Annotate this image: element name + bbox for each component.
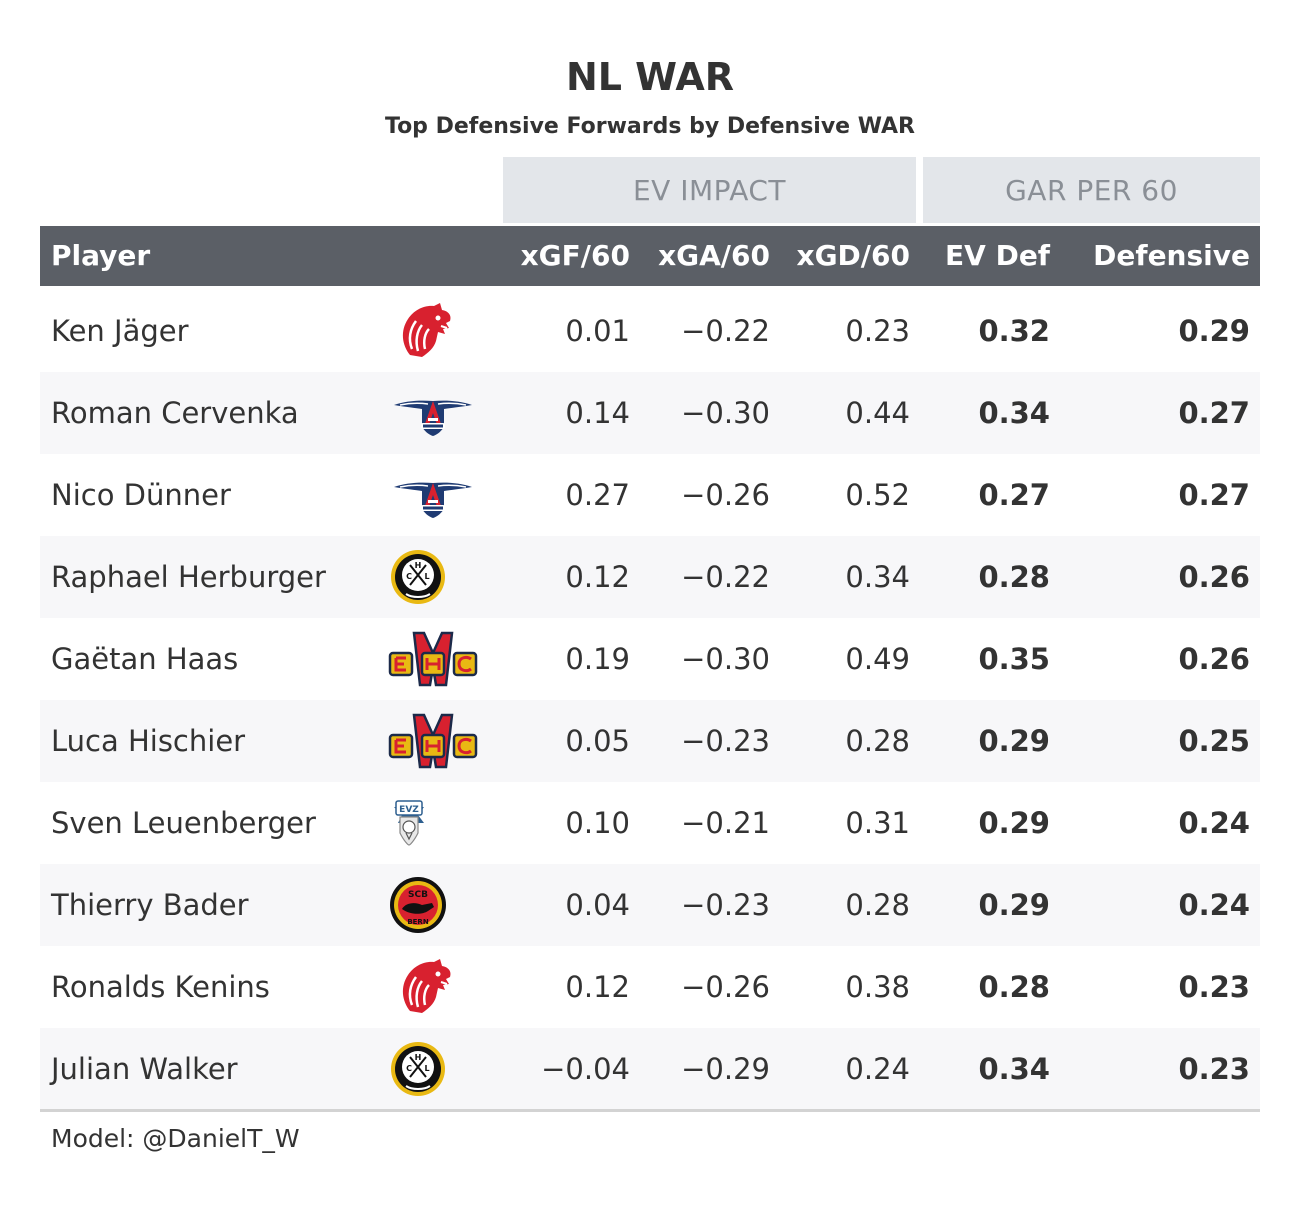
table-row: Luca Hischier 0.05 −0.23 0.28 0.29 0.25: [40, 700, 1260, 782]
xgf-cell: 0.27: [565, 478, 630, 512]
player-name-cell: Sven Leuenberger: [51, 806, 316, 840]
xgd-cell: 0.28: [845, 724, 910, 758]
xgd-cell: 0.23: [845, 314, 910, 348]
xgd-cell: 0.38: [845, 970, 910, 1004]
xgd-cell: 0.31: [845, 806, 910, 840]
defensive-cell: 0.27: [1178, 478, 1250, 512]
source-note: Model: @DanielT_W: [51, 1124, 300, 1153]
ev-def-cell: 0.28: [978, 970, 1050, 1004]
player-name-cell: Luca Hischier: [51, 724, 246, 758]
xga-cell: −0.22: [681, 314, 770, 348]
ev-def-cell: 0.28: [978, 560, 1050, 594]
xgd-cell: 0.52: [845, 478, 910, 512]
ev-zug-logo: [388, 793, 478, 853]
xga-cell: −0.26: [681, 478, 770, 512]
table-row: Ronalds Kenins 0.12 −0.26 0.38 0.28 0.23: [40, 946, 1260, 1028]
ev-def-cell: 0.34: [978, 1052, 1050, 1086]
ehc-biel-logo: [388, 629, 478, 689]
xga-cell: −0.30: [681, 396, 770, 430]
ev-def-cell: 0.29: [978, 888, 1050, 922]
ev-def-cell: 0.29: [978, 806, 1050, 840]
xgf-cell: 0.14: [565, 396, 630, 430]
ev-def-cell: 0.32: [978, 314, 1050, 348]
table-row: Sven Leuenberger 0.10 −0.21 0.31 0.29 0.24: [40, 782, 1260, 864]
table-row: Ken Jäger 0.01 −0.22 0.23 0.32 0.29: [40, 290, 1260, 372]
xgd-cell: 0.49: [845, 642, 910, 676]
spanner-ev-impact: EV IMPACT: [503, 157, 916, 223]
defensive-cell: 0.23: [1178, 970, 1250, 1004]
player-name-cell: Gaëtan Haas: [51, 642, 239, 676]
lausanne-lion-logo: [388, 957, 478, 1017]
player-name-cell: Roman Cervenka: [51, 396, 299, 430]
column-header-player: Player: [51, 239, 151, 272]
player-name-cell: Thierry Bader: [51, 888, 249, 922]
defensive-cell: 0.26: [1178, 642, 1250, 676]
table-bottom-rule: [40, 1109, 1260, 1112]
column-header-xgf: xGF/60: [520, 239, 630, 272]
column-header-row: Player xGF/60 xGA/60 xGD/60 EV Def Defen…: [40, 226, 1260, 286]
table-row: Julian Walker −0.04 −0.29 0.24 0.34 0.23: [40, 1028, 1260, 1110]
ev-def-cell: 0.35: [978, 642, 1050, 676]
column-header-ev-def: EV Def: [945, 239, 1050, 272]
xgd-cell: 0.28: [845, 888, 910, 922]
xgf-cell: −0.04: [541, 1052, 630, 1086]
table-body: Ken Jäger 0.01 −0.22 0.23 0.32 0.29 Roman Cerv…: [40, 290, 1260, 1110]
xgf-cell: 0.01: [565, 314, 630, 348]
column-header-xgd: xGD/60: [796, 239, 910, 272]
xgf-cell: 0.12: [565, 970, 630, 1004]
defensive-cell: 0.26: [1178, 560, 1250, 594]
xgf-cell: 0.10: [565, 806, 630, 840]
player-name-cell: Ken Jäger: [51, 314, 189, 348]
ehc-biel-logo: [388, 711, 478, 771]
xga-cell: −0.23: [681, 888, 770, 922]
xgd-cell: 0.24: [845, 1052, 910, 1086]
xga-cell: −0.21: [681, 806, 770, 840]
table-row: Roman Cervenka 0.14 −0.30 0.44 0.34 0.27: [40, 372, 1260, 454]
column-header-defensive: Defensive: [1093, 239, 1250, 272]
defensive-cell: 0.29: [1178, 314, 1250, 348]
table-subtitle: Top Defensive Forwards by Defensive WAR: [384, 114, 915, 139]
defensive-cell: 0.24: [1178, 888, 1250, 922]
hc-lugano-logo: [388, 1039, 478, 1099]
ev-def-cell: 0.34: [978, 396, 1050, 430]
xga-cell: −0.29: [681, 1052, 770, 1086]
table-row: Thierry Bader 0.04 −0.23 0.28 0.29 0.24: [40, 864, 1260, 946]
xga-cell: −0.23: [681, 724, 770, 758]
column-header-xga: xGA/60: [658, 239, 770, 272]
rapperswil-lakers-logo: [388, 383, 478, 443]
xgf-cell: 0.19: [565, 642, 630, 676]
ev-def-cell: 0.27: [978, 478, 1050, 512]
xgd-cell: 0.44: [845, 396, 910, 430]
xga-cell: −0.26: [681, 970, 770, 1004]
player-name-cell: Julian Walker: [51, 1052, 238, 1086]
defensive-cell: 0.27: [1178, 396, 1250, 430]
table-row: Nico Dünner 0.27 −0.26 0.52 0.27 0.27: [40, 454, 1260, 536]
xgf-cell: 0.04: [565, 888, 630, 922]
xga-cell: −0.30: [681, 642, 770, 676]
sc-bern-logo: [388, 875, 478, 935]
xgf-cell: 0.12: [565, 560, 630, 594]
xga-cell: −0.22: [681, 560, 770, 594]
player-name-cell: Ronalds Kenins: [51, 970, 270, 1004]
lausanne-lion-logo: [388, 301, 478, 361]
rapperswil-lakers-logo: [388, 465, 478, 525]
xgf-cell: 0.05: [565, 724, 630, 758]
table-row: Raphael Herburger 0.12 −0.22 0.34 0.28 0.26: [40, 536, 1260, 618]
player-name-cell: Raphael Herburger: [51, 560, 326, 594]
defensive-cell: 0.23: [1178, 1052, 1250, 1086]
xgd-cell: 0.34: [845, 560, 910, 594]
table-title: NL WAR: [565, 55, 735, 99]
ev-def-cell: 0.29: [978, 724, 1050, 758]
defensive-cell: 0.25: [1178, 724, 1250, 758]
player-name-cell: Nico Dünner: [51, 478, 231, 512]
hc-lugano-logo: [388, 547, 478, 607]
table-row: Gaëtan Haas 0.19 −0.30 0.49 0.35 0.26: [40, 618, 1260, 700]
spanner-gar-per-60: GAR PER 60: [923, 157, 1260, 223]
defensive-cell: 0.24: [1178, 806, 1250, 840]
